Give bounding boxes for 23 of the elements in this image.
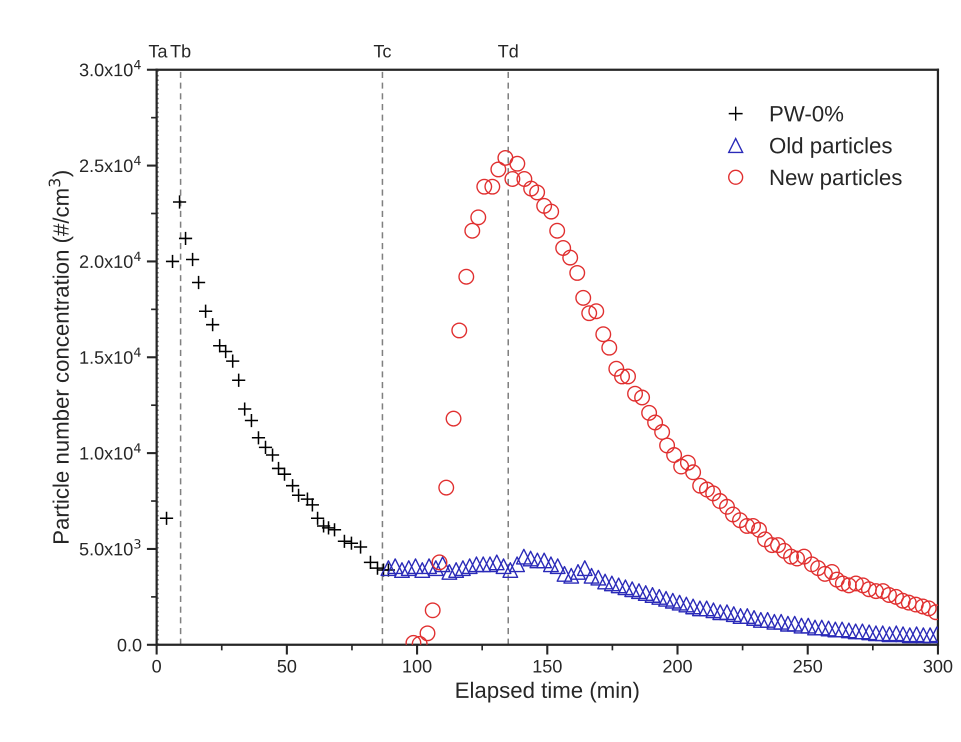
y-tick-label: 1.5x10$^{4}$ xyxy=(80,348,141,364)
ref-line-label: Ta xyxy=(148,44,168,58)
y-tick-label: 1.0x10$^{4}$ xyxy=(80,443,141,460)
x-axis-title: Elapsed time (min) xyxy=(456,682,639,702)
ref-line-label: Tb xyxy=(170,44,190,58)
x-tick-label: 0 xyxy=(152,660,161,673)
y-tick-label: 2.0x10$^{4}$ xyxy=(80,252,141,268)
ref-line-label: Tc xyxy=(374,44,391,58)
x-tick-label: 300 xyxy=(924,660,952,673)
x-tick-label: 50 xyxy=(278,660,296,673)
ref-line-label: Td xyxy=(498,44,518,58)
y-tick-label: 2.5x10$^{4}$ xyxy=(80,156,141,172)
x-tick-label: 150 xyxy=(534,660,562,673)
y-axis-title: Particle number concentration (#/cm$^{3}$) xyxy=(48,171,74,544)
legend-label: New particles xyxy=(770,168,902,190)
y-tick-label: 0.0 xyxy=(118,638,142,652)
legend-label: Old particles xyxy=(770,137,892,158)
legend-label: PW-0% xyxy=(770,106,844,122)
y-tick-label: 3.0x10$^{4}$ xyxy=(80,60,141,76)
y-tick-label: 5.0x10$^{3}$ xyxy=(80,539,140,556)
x-tick-label: 250 xyxy=(794,660,822,673)
x-tick-label: 200 xyxy=(663,660,692,673)
x-tick-label: 100 xyxy=(403,660,432,673)
